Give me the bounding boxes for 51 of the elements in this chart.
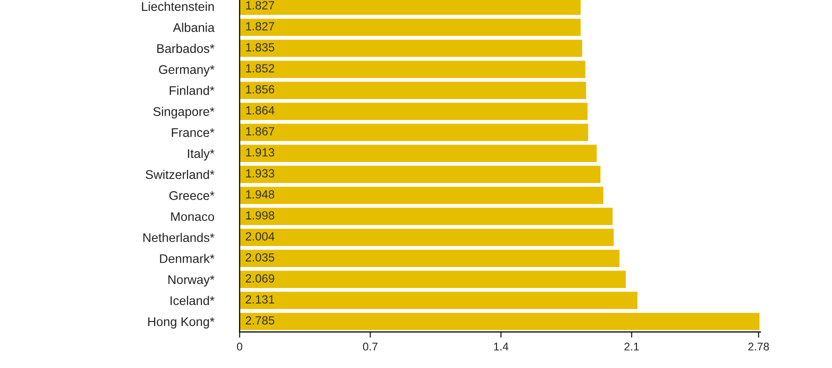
data-label: 1.852 [246, 64, 274, 72]
y-tick-label: France* [172, 128, 214, 138]
data-label: 2.785 [246, 316, 274, 325]
x-tick-label: 0 [236, 342, 242, 351]
bar [240, 186, 604, 204]
y-tick-label: Singapore* [153, 106, 214, 118]
x-tick-label: 2.1 [624, 342, 639, 350]
y-tick-label: Greece* [169, 191, 214, 200]
bar [240, 144, 597, 162]
y-tick-label: Italy* [188, 148, 214, 160]
x-tick-label: 2.78 [748, 342, 769, 351]
data-label: 1.913 [246, 148, 274, 157]
data-label: 1.933 [246, 169, 274, 178]
y-tick-label: Iceland* [170, 296, 214, 306]
bar [240, 18, 581, 36]
data-label: 2.131 [246, 295, 274, 304]
y-tick-label: Hong Kong* [148, 317, 214, 329]
bar [240, 60, 586, 78]
y-tick-label: Albania [172, 22, 215, 32]
y-tick-label: Germany* [158, 65, 214, 76]
data-label: 1.835 [246, 43, 274, 52]
x-tick-label: 1.4 [494, 342, 508, 350]
data-label: 1.827 [246, 22, 274, 30]
y-tick-label: Netherlands* [143, 232, 214, 242]
data-label: 1.856 [246, 85, 274, 94]
bar [240, 228, 614, 246]
bar [240, 292, 638, 310]
data-label: 1.948 [246, 190, 274, 199]
y-tick-label: Denmark* [160, 254, 214, 264]
data-label: 2.035 [246, 253, 274, 262]
y-tick-label: Norway* [168, 275, 214, 287]
bar [240, 208, 613, 225]
data-label: 1.998 [246, 211, 274, 220]
bar [240, 102, 588, 120]
y-tick-label: Monaco [171, 212, 214, 222]
data-label: 2.069 [246, 274, 274, 283]
y-tick-label: Finland* [170, 86, 214, 95]
bar [240, 40, 582, 57]
bar [240, 166, 600, 183]
bar [240, 250, 620, 268]
y-tick-label: Barbados* [157, 44, 214, 53]
bar [240, 82, 586, 99]
bar [240, 124, 588, 141]
y-tick-label: Switzerland* [146, 170, 214, 180]
x-tick-label: 0.7 [363, 342, 378, 351]
data-label: 2.004 [246, 232, 274, 241]
data-label: 1.867 [246, 127, 274, 136]
y-tick-label: Liechtenstein [142, 2, 214, 11]
data-label: 1.827 [246, 1, 274, 10]
bar [240, 270, 626, 288]
data-label: 1.864 [246, 106, 274, 115]
